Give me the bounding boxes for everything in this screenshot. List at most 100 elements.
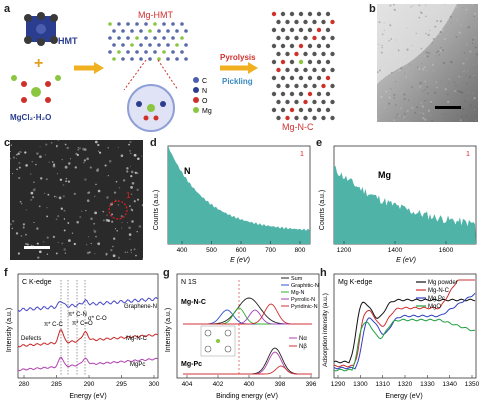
texture-dot	[427, 92, 429, 95]
texture-dot	[409, 63, 411, 65]
texture-dot	[393, 8, 396, 12]
lattice-atom	[180, 36, 184, 40]
lattice-atom	[276, 83, 281, 89]
legend-label: Nα	[299, 336, 307, 342]
bright-spot	[76, 153, 79, 157]
lattice-atom	[271, 107, 277, 113]
texture-dot	[377, 43, 380, 46]
texture-dot	[418, 16, 421, 19]
texture-dot	[388, 96, 391, 99]
lattice-atom	[312, 51, 317, 57]
texture-dot	[430, 100, 433, 104]
texture-dot	[447, 5, 449, 7]
texture-dot	[377, 60, 378, 63]
lattice-atom	[307, 11, 313, 17]
tick-label: 1310	[375, 381, 390, 388]
bright-spot	[52, 235, 55, 238]
texture-dot	[440, 80, 442, 82]
texture-dot	[425, 4, 427, 6]
bright-spot	[64, 165, 68, 169]
svg-text:O: O	[202, 98, 208, 105]
bright-spot	[90, 242, 92, 245]
bright-spot	[25, 242, 28, 246]
texture-dot	[466, 70, 468, 72]
texture-dot	[422, 32, 426, 35]
texture-dot	[417, 29, 419, 32]
texture-dot	[439, 13, 441, 15]
bright-spot	[135, 254, 137, 257]
bright-spot	[141, 203, 143, 207]
texture-dot	[388, 88, 391, 92]
spectrum-area	[168, 145, 310, 244]
marker-1: 1	[300, 151, 304, 158]
lattice-atom	[325, 27, 331, 33]
texture-dot	[419, 81, 422, 85]
lattice-atom	[294, 67, 299, 73]
lattice-atom	[144, 36, 148, 40]
texture-dot	[418, 67, 420, 69]
bright-spot	[47, 193, 50, 196]
lattice-atom	[157, 29, 161, 33]
texture-dot	[389, 48, 392, 51]
texture-dot	[448, 78, 451, 81]
bright-spot	[46, 236, 49, 239]
bright-spot	[58, 196, 62, 200]
lattice-atom	[276, 67, 281, 73]
lattice-atom	[157, 57, 161, 61]
bright-spot	[56, 173, 58, 175]
bright-spot	[88, 191, 91, 194]
chart-title: N 1S	[181, 279, 197, 286]
lattice-atom	[285, 115, 290, 121]
bright-spot	[118, 187, 121, 189]
bright-spot	[130, 208, 133, 211]
lattice-atom	[316, 27, 322, 33]
texture-dot	[388, 39, 390, 42]
texture-dot	[399, 114, 401, 117]
texture-dot	[406, 110, 409, 112]
tick-label: 500	[206, 247, 217, 254]
lattice-atom	[180, 50, 184, 54]
panel-letter-f: f	[4, 267, 8, 279]
bright-spot	[82, 147, 85, 151]
bright-spot	[129, 238, 131, 240]
bright-spot	[141, 155, 143, 157]
highlight-circle	[108, 200, 128, 220]
texture-dot	[378, 43, 380, 45]
texture-dot	[431, 63, 435, 66]
bright-spot	[122, 179, 126, 182]
lattice-atom	[312, 19, 317, 25]
hmt-label: HMT	[58, 36, 78, 46]
mg-n-peak	[183, 307, 312, 325]
legend-mg-n-c: Mg-N-C	[126, 336, 148, 342]
bright-spot	[104, 164, 107, 167]
bright-spot	[97, 189, 101, 193]
texture-dot	[435, 55, 437, 57]
texture-dot	[420, 47, 423, 50]
bright-spot	[94, 195, 96, 197]
lattice-atom	[289, 107, 295, 113]
texture-dot	[411, 77, 413, 79]
bright-spot	[97, 242, 101, 246]
texture-dot	[424, 118, 427, 121]
lattice-atom	[294, 51, 299, 57]
svg-text:Mg: Mg	[202, 108, 212, 115]
bright-spot	[98, 150, 100, 152]
lattice-atom	[312, 83, 317, 89]
lattice-atom	[280, 107, 286, 113]
bright-spot	[63, 248, 66, 251]
lattice-atom	[276, 99, 281, 105]
texture-dot	[441, 29, 444, 32]
lattice-atom	[321, 19, 326, 25]
lattice-atom	[175, 57, 179, 61]
texture-dot	[424, 80, 426, 83]
texture-dot	[393, 97, 396, 99]
texture-dot	[420, 11, 423, 15]
lattice-atom	[330, 67, 335, 73]
bright-spot	[87, 191, 90, 195]
texture-dot	[394, 104, 397, 106]
tick-label: 600	[236, 247, 247, 254]
texture-dot	[429, 29, 431, 31]
bright-spot	[46, 207, 48, 209]
bright-spot	[126, 251, 129, 253]
bright-spot	[10, 223, 13, 226]
